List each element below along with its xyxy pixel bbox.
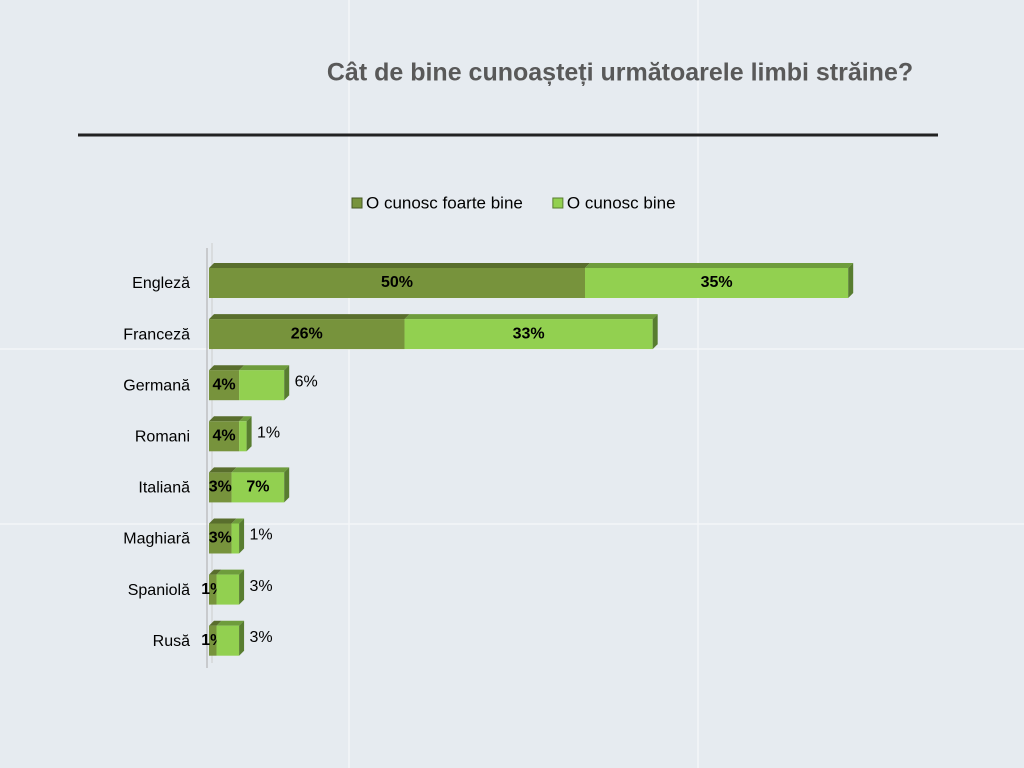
data-label: 1%: [257, 425, 280, 442]
bar: [404, 319, 653, 350]
bar-top: [231, 518, 245, 524]
bar: [239, 370, 285, 401]
category-label: Romani: [135, 429, 190, 446]
data-label: 50%: [381, 274, 413, 291]
legend-label: O cunosc bine: [567, 193, 676, 212]
bar-top: [209, 467, 237, 473]
category-label: Spaniolă: [128, 582, 190, 599]
legend-swatch: [351, 197, 363, 209]
bar: [209, 523, 232, 554]
bar-top: [209, 569, 222, 575]
data-label: 35%: [701, 274, 733, 291]
data-label: 26%: [291, 325, 323, 342]
category-label: Franceză: [123, 326, 190, 343]
bar-top: [209, 263, 590, 268]
bar-top: [216, 569, 245, 575]
data-label: 1%: [250, 527, 273, 544]
bar: [209, 370, 240, 401]
category-label: Germană: [123, 377, 190, 394]
data-label: 3%: [209, 530, 232, 547]
category-label: Maghiară: [123, 531, 190, 548]
bar-side: [239, 620, 245, 656]
legend-label: O cunosc foarte bine: [366, 193, 523, 212]
bar: [231, 523, 240, 554]
bar-side: [652, 314, 658, 350]
bar-side: [246, 416, 252, 452]
bar-top: [239, 416, 252, 422]
bar-side: [848, 263, 854, 298]
data-label: 3%: [250, 578, 273, 595]
bar-top: [231, 467, 290, 473]
bar-top: [239, 365, 290, 371]
data-label: 33%: [513, 325, 545, 342]
bar: [239, 421, 247, 452]
bar-top: [404, 314, 658, 320]
bar: [209, 421, 240, 452]
category-label: Italiană: [138, 480, 190, 497]
bar-side: [284, 467, 290, 503]
bar-top: [209, 620, 222, 626]
data-label: 4%: [212, 428, 235, 445]
bar-side: [239, 518, 245, 554]
bar: [585, 268, 849, 298]
bar: [209, 268, 585, 298]
data-label: 7%: [246, 479, 269, 496]
data-label: 6%: [295, 373, 318, 390]
bar-top: [585, 263, 854, 268]
bar-side: [284, 365, 290, 401]
bar-top: [209, 365, 245, 371]
bar: [216, 625, 240, 656]
category-label: Rusă: [153, 633, 190, 650]
bar: [209, 574, 217, 605]
bar: [209, 319, 405, 350]
bar: [231, 472, 285, 503]
bar-top: [209, 416, 245, 422]
category-label: Engleză: [132, 275, 190, 292]
data-label: 4%: [212, 376, 235, 393]
bar-top: [209, 314, 410, 320]
bar-top: [216, 620, 245, 626]
bar: [216, 574, 240, 605]
bar-top: [209, 518, 237, 524]
data-label: 3%: [250, 629, 273, 646]
bar-side: [239, 569, 245, 605]
data-label: 3%: [209, 479, 232, 496]
legend-swatch: [552, 197, 564, 209]
bar: [209, 472, 232, 503]
bar: [209, 625, 217, 656]
chart-title: Cât de bine cunoașteți următoarele limbi…: [327, 59, 913, 87]
